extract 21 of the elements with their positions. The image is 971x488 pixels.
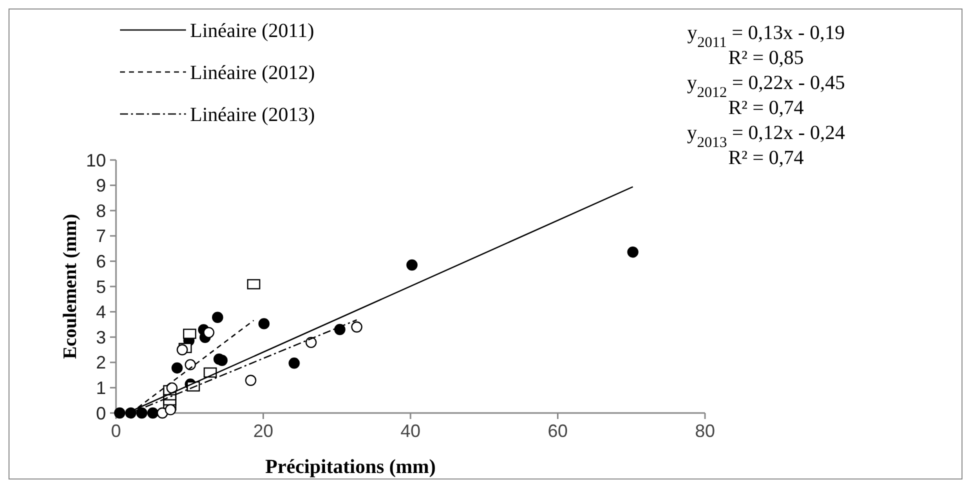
x-tick-label: 80 <box>694 421 716 441</box>
x-tick-label: 40 <box>400 421 421 441</box>
legend-label: Linéaire (2011) <box>190 20 314 42</box>
y-tick-label: 5 <box>96 276 106 297</box>
x-tick-label: 20 <box>253 421 274 441</box>
y-tick-label: 6 <box>96 252 106 272</box>
y-tick-label: 1 <box>96 378 106 398</box>
y-tick-label: 0 <box>96 403 106 424</box>
y-axis-title: Ecoulement (mm) <box>60 214 81 360</box>
x-tick-label: 0 <box>110 421 122 441</box>
x-tick-label: 60 <box>548 421 568 441</box>
y-tick-label: 10 <box>86 150 106 170</box>
x-axis-title: Précipitations (mm) <box>265 456 436 478</box>
y-tick-label: 7 <box>96 226 106 246</box>
y-tick-label: 9 <box>96 176 106 196</box>
y-tick-label: 3 <box>96 327 106 348</box>
y-tick-label: 2 <box>96 352 106 373</box>
legend-label: Linéaire (2012) <box>190 62 315 84</box>
y-tick-label: 4 <box>96 302 106 322</box>
legend-label: Linéaire (2013) <box>190 104 315 126</box>
y-tick-label: 8 <box>96 200 106 221</box>
